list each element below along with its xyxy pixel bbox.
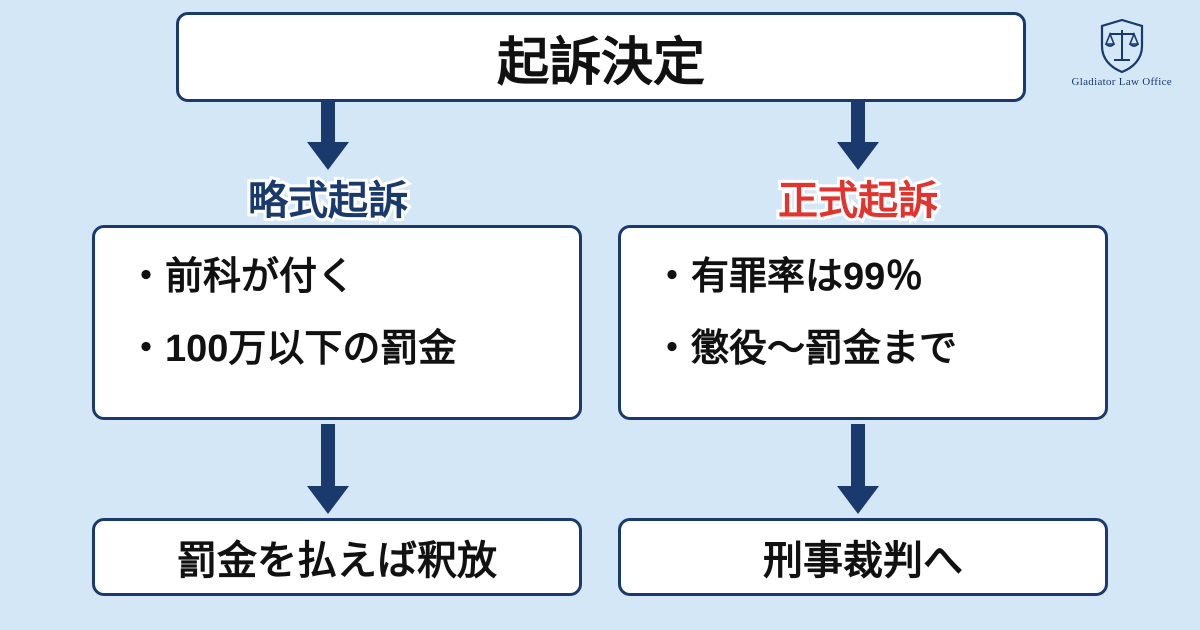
outcome-right-text: 刑事裁判へ — [763, 528, 963, 586]
detail-box-left: 前科が付く 100万以下の罰金 — [92, 225, 582, 420]
bullet-right-1: 懲役～罰金まで — [653, 328, 1073, 372]
brand-logo-text: Gladiator Law Office — [1072, 76, 1172, 88]
arrow-top-left — [307, 102, 349, 170]
arrow-top-right — [837, 102, 879, 170]
bullet-right-0: 有罪率は99％ — [653, 256, 1073, 300]
brand-logo: Gladiator Law Office — [1072, 18, 1172, 88]
title-text: 起訴決定 — [497, 20, 705, 95]
arrow-mid-right — [837, 424, 879, 514]
branch-label-left: 略式起訴 — [248, 168, 408, 226]
outcome-box-right: 刑事裁判へ — [618, 518, 1108, 596]
outcome-left-text: 罰金を払えば釈放 — [177, 528, 497, 586]
arrow-mid-left — [307, 424, 349, 514]
branch-label-right: 正式起訴 — [778, 168, 938, 226]
shield-scales-icon — [1096, 18, 1148, 74]
bullet-left-1: 100万以下の罰金 — [127, 328, 547, 372]
bullet-left-0: 前科が付く — [127, 256, 547, 300]
outcome-box-left: 罰金を払えば釈放 — [92, 518, 582, 596]
detail-box-right: 有罪率は99％ 懲役～罰金まで — [618, 225, 1108, 420]
title-box: 起訴決定 — [176, 12, 1026, 102]
